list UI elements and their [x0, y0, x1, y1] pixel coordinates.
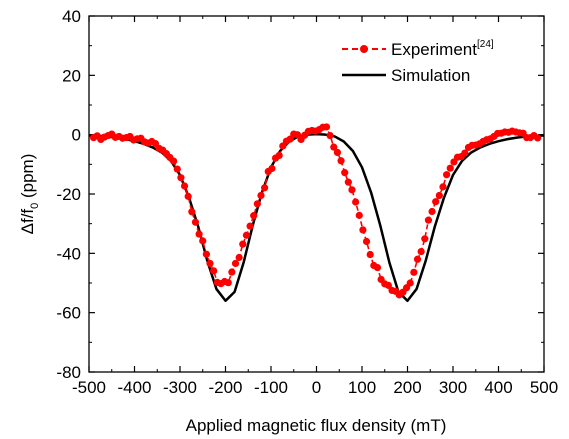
- experiment-point: [286, 135, 294, 143]
- experiment-point: [173, 165, 181, 173]
- experiment-point: [428, 207, 436, 216]
- experiment-point: [322, 123, 331, 131]
- x-tick-label: -400: [117, 378, 151, 397]
- y-tick-label: 0: [72, 126, 81, 145]
- experiment-point: [268, 164, 276, 173]
- x-tick-label: 100: [348, 378, 376, 397]
- experiment-point: [202, 250, 210, 258]
- experiment-point: [359, 226, 367, 234]
- y-axis-title-unit: (ppm): [18, 154, 37, 203]
- experiment-point: [439, 183, 447, 191]
- x-tick-label: 400: [484, 378, 512, 397]
- y-tick-label: -40: [56, 244, 81, 263]
- experiment-point: [250, 212, 258, 220]
- plot-frame: [88, 15, 545, 373]
- experiment-point: [239, 240, 247, 248]
- experiment-point: [333, 148, 342, 157]
- experiment-point: [366, 250, 374, 259]
- experiment-point: [348, 186, 356, 194]
- experiment-point: [413, 255, 422, 263]
- experiment-point: [210, 267, 218, 275]
- y-tick-label: 40: [62, 7, 81, 26]
- legend-experiment-name: Experiment: [391, 40, 477, 59]
- y-axis: 40 20 0 -20 -40 -60 -80: [56, 7, 544, 382]
- experiment-point: [242, 231, 251, 239]
- legend: Experiment[24] Simulation: [342, 39, 494, 85]
- experiment-point: [180, 182, 189, 190]
- experiment-point: [199, 237, 207, 245]
- legend-experiment-superscript: [24]: [477, 39, 494, 50]
- x-tick-label: 300: [439, 378, 467, 397]
- series-layer: [88, 123, 545, 303]
- experiment-point: [177, 174, 185, 182]
- legend-experiment-label: Experiment[24]: [391, 39, 494, 59]
- x-tick-label: -500: [72, 378, 106, 397]
- y-axis-title-subscript: 0: [29, 203, 41, 209]
- experiment-point: [337, 157, 345, 165]
- experiment-point: [461, 149, 469, 157]
- x-tick-label: 0: [312, 378, 321, 397]
- plot-area: [88, 15, 545, 373]
- experiment-point: [384, 281, 392, 289]
- experiment-point: [355, 211, 363, 219]
- experiment-point: [424, 216, 433, 224]
- experiment-point: [344, 178, 352, 186]
- experiment-point: [326, 131, 334, 140]
- y-tick-label: 20: [62, 66, 81, 85]
- experiment-point: [231, 259, 240, 268]
- experiment-point: [235, 253, 243, 262]
- experiment-point: [362, 237, 371, 246]
- y-tick-label: -80: [56, 363, 81, 382]
- y-tick-label: -20: [56, 185, 81, 204]
- experiment-point: [373, 263, 382, 272]
- experiment-point: [534, 134, 542, 142]
- experiment-point: [432, 198, 440, 206]
- x-tick-label: -300: [163, 378, 197, 397]
- y-axis-title: Δf/f0 (ppm): [18, 154, 41, 235]
- experiment-point: [246, 222, 254, 230]
- experiment-point: [341, 169, 349, 177]
- x-tick-label: -100: [254, 378, 288, 397]
- experiment-point: [188, 208, 196, 216]
- experiment-point: [206, 259, 214, 268]
- experiment-point: [435, 191, 443, 200]
- x-axis: -500 -400 -300 -200 -100 0 100 200 300 400 500: [72, 16, 558, 397]
- experiment-point: [446, 164, 454, 172]
- experiment-point: [195, 230, 203, 238]
- y-tick-label: -60: [56, 304, 81, 323]
- experiment-point: [257, 191, 265, 200]
- x-axis-title: Applied magnetic flux density (mT): [186, 416, 447, 435]
- experiment-point: [421, 235, 429, 243]
- legend-experiment-marker: [360, 45, 368, 53]
- x-tick-label: -200: [208, 378, 242, 397]
- x-tick-label: 200: [393, 378, 421, 397]
- experiment-point: [352, 198, 360, 206]
- experiment-point: [275, 151, 283, 160]
- experiment-point: [253, 200, 261, 208]
- experiment-point: [417, 247, 425, 256]
- experiment-point: [410, 268, 418, 276]
- experiment-point: [170, 157, 178, 165]
- experiment-point: [224, 279, 232, 287]
- legend-simulation-label: Simulation: [391, 66, 470, 85]
- x-tick-label: 500: [530, 378, 558, 397]
- y-axis-title-main: Δf/f: [18, 209, 37, 235]
- experiment-point: [184, 192, 192, 200]
- experiment-point: [443, 171, 451, 179]
- experiment-point: [191, 218, 200, 226]
- series-simulation-line: [88, 132, 545, 303]
- experiment-point: [261, 184, 269, 192]
- experiment-point: [330, 143, 338, 151]
- experiment-point: [406, 279, 414, 287]
- experiment-point: [228, 268, 236, 276]
